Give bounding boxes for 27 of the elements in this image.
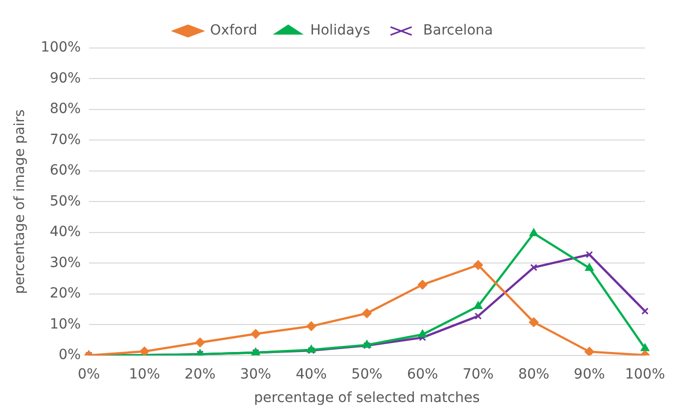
x-tick-label: 0% — [78, 366, 100, 382]
x-tick-label: 90% — [574, 366, 605, 382]
x-tick-label: 30% — [240, 366, 272, 382]
x-tick-label: 10% — [128, 366, 160, 382]
x-axis-title: percentage of selected matches — [254, 390, 480, 406]
y-tick-label: 60% — [50, 162, 81, 179]
x-tick-label: 50% — [351, 366, 382, 382]
y-tick-label: 90% — [50, 70, 81, 86]
legend-label: Barcelona — [423, 22, 493, 39]
y-tick-label: 80% — [50, 101, 81, 118]
x-tick-label: 70% — [462, 366, 494, 382]
y-tick-label: 30% — [50, 254, 81, 271]
y-tick-label: 40% — [50, 224, 81, 240]
y-axis-title: percentage of image pairs — [12, 109, 28, 294]
y-tick-label: 50% — [50, 193, 81, 210]
y-tick-label: 10% — [50, 316, 81, 332]
x-tick-label: 100% — [624, 366, 666, 382]
y-tick-label: 0% — [58, 347, 81, 364]
y-tick-label: 20% — [50, 286, 81, 302]
y-tick-label: 100% — [40, 40, 81, 56]
legend-label: Oxford — [210, 22, 258, 39]
x-tick-label: 40% — [296, 366, 327, 382]
x-tick-label: 60% — [406, 366, 438, 382]
x-tick-label: 20% — [184, 366, 216, 382]
legend-label: Holidays — [310, 22, 370, 39]
y-tick-label: 70% — [50, 132, 81, 148]
x-tick-label: 80% — [518, 366, 550, 382]
